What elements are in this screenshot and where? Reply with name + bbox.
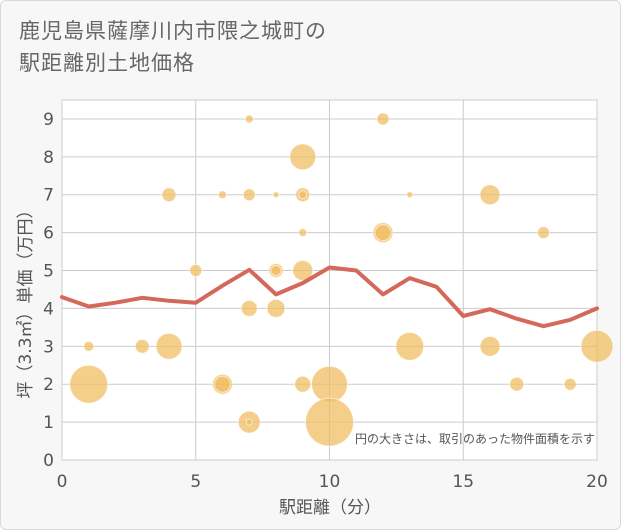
bubble-point <box>580 329 614 363</box>
y-tick-label: 0 <box>43 451 54 471</box>
bubble-point <box>479 184 501 206</box>
bubble-point <box>305 397 354 447</box>
bubble-point <box>270 265 282 277</box>
y-tick-label: 8 <box>43 148 54 168</box>
x-tick-label: 10 <box>319 472 341 492</box>
chart-title-line-2: 駅距離別土地価格 <box>19 51 195 75</box>
bubble-point <box>298 228 308 238</box>
bubble-point <box>214 375 231 393</box>
x-tick-label: 15 <box>452 472 474 492</box>
bubble-point <box>245 418 253 426</box>
y-tick-label: 6 <box>43 224 54 244</box>
bubble-point <box>155 332 183 360</box>
bubble-point <box>240 299 258 317</box>
bubble-point <box>161 187 177 203</box>
y-tick-label: 5 <box>43 262 54 282</box>
trend-line-group <box>60 265 599 329</box>
bubble-point <box>69 364 109 404</box>
bubble-point <box>311 365 348 403</box>
y-tick-label: 3 <box>43 337 54 357</box>
y-tick-label: 2 <box>43 375 54 395</box>
bubble-point <box>272 191 280 199</box>
y-axis-label: 坪（3.3㎡）単価（万円） <box>16 201 36 398</box>
bubble-point <box>374 224 392 242</box>
bubble-point <box>376 112 390 126</box>
bubble-point <box>509 376 525 392</box>
bubble-point <box>537 226 550 240</box>
bubble-series <box>69 112 614 447</box>
bubble-point <box>395 331 425 361</box>
chart-title: 鹿児島県薩摩川内市隈之城町の 駅距離別土地価格 <box>19 15 327 79</box>
y-tick-label: 7 <box>43 186 54 206</box>
bubble-point <box>479 335 501 357</box>
grid-lines <box>61 100 598 461</box>
bubble-point <box>218 190 227 200</box>
y-tick-label: 4 <box>43 299 54 319</box>
bubble-point <box>292 260 314 282</box>
bubble-point <box>406 191 414 199</box>
chart-note: 円の大きさは、取引のあった物件面積を示す <box>355 431 595 446</box>
x-tick-label: 0 <box>57 472 68 492</box>
x-axis-label: 駅距離（分） <box>279 498 381 518</box>
bubble-point <box>83 340 95 352</box>
chart-title-line-1: 鹿児島県薩摩川内市隈之城町の <box>19 19 327 43</box>
bubble-point <box>266 298 286 318</box>
bubble-point <box>242 188 256 202</box>
bubble-point <box>244 114 254 124</box>
axis-ticks: 0 1 2 3 4 5 6 7 8 9 0 5 10 15 20 <box>43 110 608 492</box>
bubble-point <box>134 338 150 354</box>
trend-line <box>60 265 599 329</box>
x-tick-label: 20 <box>586 472 608 492</box>
y-tick-label: 1 <box>43 413 54 433</box>
bubble-point <box>563 377 577 391</box>
x-tick-label: 5 <box>190 472 201 492</box>
bubble-point <box>289 143 317 171</box>
bubble-point <box>298 190 308 200</box>
bubble-point <box>189 264 203 278</box>
y-tick-label: 9 <box>43 110 54 130</box>
bubble-point <box>294 375 312 393</box>
